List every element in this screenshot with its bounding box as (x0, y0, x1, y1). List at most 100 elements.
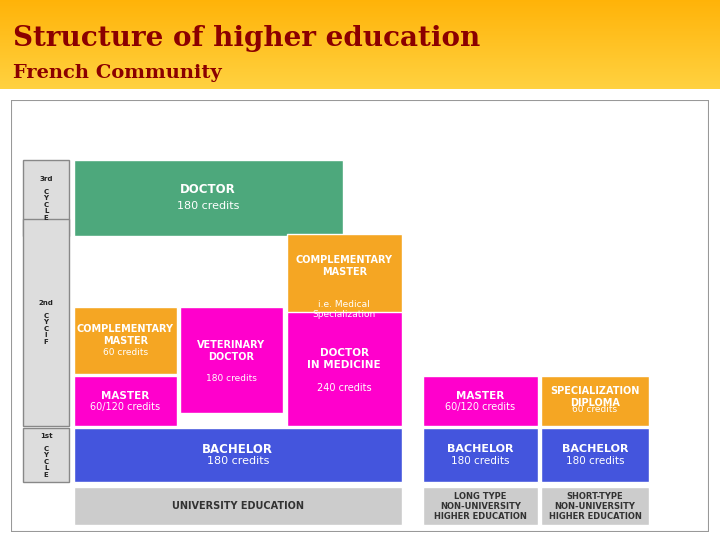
Bar (0, 40, 720, 41)
Text: MASTER: MASTER (102, 391, 150, 401)
Text: COMPLEMENTARY
MASTER: COMPLEMENTARY MASTER (77, 325, 174, 346)
Bar (0, 9, 720, 10)
Bar (0, 77, 720, 78)
Text: 60 credits: 60 credits (103, 348, 148, 356)
Bar (0, 26, 720, 28)
Text: DOCTOR
IN MEDICINE: DOCTOR IN MEDICINE (307, 348, 381, 370)
Bar (0, 33, 720, 35)
Text: 180 credits: 180 credits (206, 374, 257, 382)
Bar (0, 35, 720, 36)
Bar (0, 22, 720, 23)
Bar (0, 8, 720, 9)
Text: SHORT-TYPE
NON-UNIVERSITY
HIGHER EDUCATION: SHORT-TYPE NON-UNIVERSITY HIGHER EDUCATI… (549, 491, 642, 521)
Bar (287, 234, 402, 344)
Bar (0, 43, 720, 45)
Bar (0, 36, 720, 37)
Bar (23, 160, 69, 236)
Text: French Community: French Community (13, 64, 222, 82)
Text: BACHELOR: BACHELOR (447, 444, 514, 454)
Bar (0, 68, 720, 69)
Bar (0, 12, 720, 14)
Text: 240 credits: 240 credits (317, 383, 372, 393)
Bar (0, 2, 720, 3)
Bar (287, 312, 402, 426)
Bar (73, 488, 402, 525)
Bar (0, 73, 720, 75)
Bar (0, 69, 720, 70)
Bar (23, 219, 69, 426)
Text: LONG TYPE
NON-UNIVERSITY
HIGHER EDUCATION: LONG TYPE NON-UNIVERSITY HIGHER EDUCATIO… (434, 491, 527, 521)
Text: UNIVERSITY EDUCATION: UNIVERSITY EDUCATION (172, 502, 304, 511)
Bar (0, 52, 720, 53)
Text: 180 credits: 180 credits (566, 456, 624, 466)
Bar (0, 41, 720, 42)
Bar (0, 47, 720, 48)
Bar (0, 23, 720, 24)
Bar (0, 45, 720, 46)
Bar (0, 32, 720, 33)
Bar (0, 20, 720, 21)
Bar (0, 18, 720, 19)
Bar (0, 14, 720, 15)
Bar (0, 15, 720, 16)
Bar (0, 75, 720, 76)
Bar (0, 55, 720, 56)
Text: Structure of higher education: Structure of higher education (13, 25, 480, 52)
Bar (0, 10, 720, 11)
Bar (0, 87, 720, 88)
Bar (0, 48, 720, 49)
Bar (0, 51, 720, 52)
Bar (0, 72, 720, 73)
Text: COMPLEMENTARY
MASTER: COMPLEMENTARY MASTER (296, 255, 393, 277)
Bar (541, 428, 649, 482)
Bar (0, 24, 720, 25)
Text: 180 credits: 180 credits (177, 201, 239, 211)
Text: 180 credits: 180 credits (451, 456, 510, 466)
Bar (0, 19, 720, 20)
Bar (0, 85, 720, 86)
Text: 2nd
 
C
Y
C
I
F: 2nd C Y C I F (39, 300, 53, 345)
Bar (0, 30, 720, 31)
Bar (73, 160, 343, 236)
Text: SPECIALIZATION
DIPLOMA: SPECIALIZATION DIPLOMA (550, 386, 639, 408)
Bar (0, 63, 720, 64)
Text: MASTER: MASTER (456, 391, 505, 401)
Text: 60 credits: 60 credits (572, 405, 618, 414)
Bar (73, 307, 177, 374)
Bar (180, 307, 283, 413)
Bar (0, 28, 720, 29)
Text: 3rd
 
C
Y
C
L
E: 3rd C Y C L E (40, 176, 53, 221)
Bar (0, 79, 720, 80)
Text: BACHELOR: BACHELOR (202, 443, 274, 456)
Bar (0, 39, 720, 40)
Bar (0, 16, 720, 17)
Bar (0, 60, 720, 61)
Bar (0, 76, 720, 77)
Bar (0, 11, 720, 12)
Bar (423, 376, 538, 426)
Bar (0, 67, 720, 68)
Bar (0, 58, 720, 59)
Bar (0, 42, 720, 43)
Text: 180 credits: 180 credits (207, 456, 269, 466)
Bar (23, 428, 69, 482)
Text: BACHELOR: BACHELOR (562, 444, 629, 454)
Bar (0, 37, 720, 38)
Text: 60/120 credits: 60/120 credits (446, 402, 516, 411)
Bar (0, 64, 720, 65)
Bar (0, 57, 720, 58)
Bar (0, 3, 720, 4)
Bar (0, 0, 720, 1)
Bar (0, 46, 720, 47)
Text: i.e. Medical
Specialization: i.e. Medical Specialization (312, 289, 376, 319)
Bar (0, 71, 720, 72)
Bar (0, 5, 720, 6)
Bar (0, 88, 720, 89)
Bar (0, 82, 720, 83)
Text: 60/120 credits: 60/120 credits (90, 402, 161, 411)
Bar (0, 65, 720, 66)
Bar (0, 66, 720, 67)
Bar (0, 49, 720, 50)
Bar (0, 86, 720, 87)
Bar (423, 428, 538, 482)
